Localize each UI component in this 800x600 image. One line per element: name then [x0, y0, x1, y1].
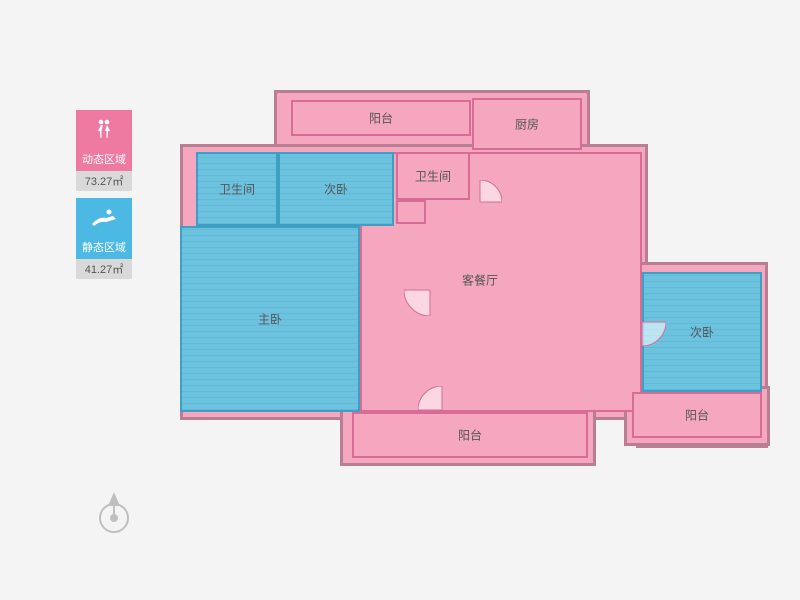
- legend-dynamic-value: 73.27㎡: [76, 171, 132, 191]
- room-closet-small: [396, 200, 426, 224]
- door-arc-3: [418, 386, 466, 434]
- legend-static: 静态区域41.27㎡: [76, 198, 132, 279]
- room-bedroom-2-top: [278, 152, 394, 226]
- room-balcony-bottom-r: [632, 392, 762, 438]
- room-master-bedroom: [180, 226, 360, 412]
- legend-static-title: 静态区域: [76, 236, 132, 259]
- room-balcony-top-left: [291, 100, 471, 136]
- room-balcony-bottom-mid: [352, 412, 588, 458]
- legend-static-icon: [76, 198, 132, 236]
- door-arc-2: [618, 298, 666, 346]
- legend-dynamic-icon: [76, 110, 132, 148]
- room-kitchen: [472, 98, 582, 150]
- room-bathroom-left: [196, 152, 278, 226]
- legend-dynamic: 动态区域73.27㎡: [76, 110, 132, 191]
- compass-icon: [94, 488, 134, 538]
- legend-dynamic-title: 动态区域: [76, 148, 132, 171]
- door-arc-1: [404, 264, 456, 316]
- legend-static-value: 41.27㎡: [76, 259, 132, 279]
- door-arc-0: [458, 180, 502, 224]
